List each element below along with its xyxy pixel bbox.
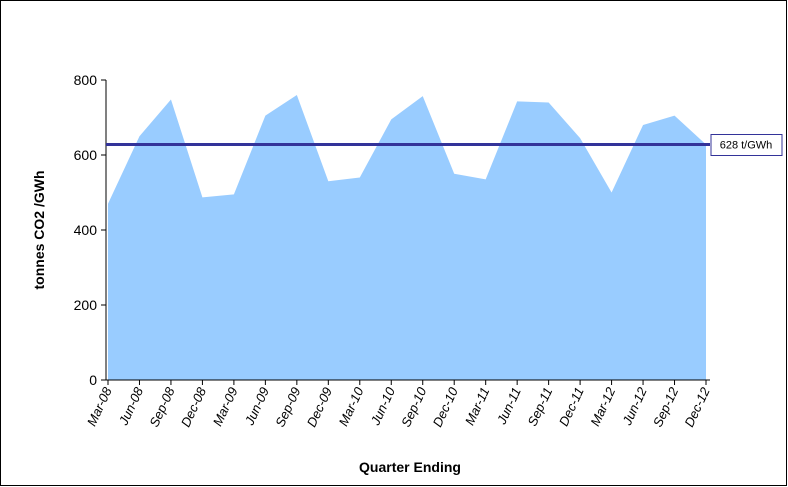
y-tick-label: 400 <box>74 222 98 238</box>
y-tick-label: 800 <box>74 72 98 88</box>
y-tick-label: 600 <box>74 147 98 163</box>
area <box>108 95 706 380</box>
y-tick-label: 200 <box>74 297 98 313</box>
y-axis-title: tonnes CO2 /GWh <box>31 171 47 290</box>
x-axis-title: Quarter Ending <box>359 459 461 475</box>
y-tick-label: 0 <box>89 372 97 388</box>
reference-label-box <box>710 134 783 156</box>
reference-label: 628 t/GWh <box>720 140 773 152</box>
